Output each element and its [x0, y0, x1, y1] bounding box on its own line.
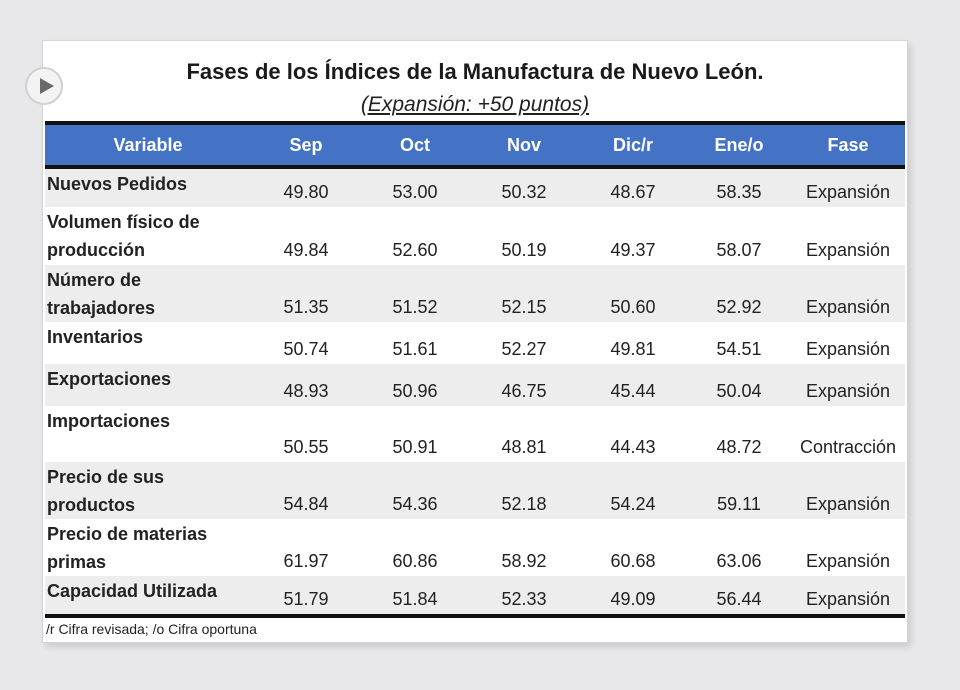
value-cell: 58.92 — [501, 551, 547, 571]
value-cell: 58.35 — [716, 182, 762, 202]
fase-cell: Contracción — [799, 437, 897, 457]
table-card: Fases de los Índices de la Manufactura d… — [42, 40, 908, 643]
footnote: /r Cifra revisada; /o Cifra oportuna — [46, 621, 257, 637]
value-cell: 50.04 — [716, 381, 762, 401]
value-cell: 51.79 — [283, 589, 329, 609]
fase-cell: Expansión — [805, 182, 891, 202]
value-cell: 59.11 — [717, 494, 761, 514]
value-cell: 52.27 — [501, 339, 547, 359]
value-cell: 44.43 — [610, 437, 656, 457]
value-cell: 50.74 — [283, 339, 329, 359]
value-cell: 49.80 — [283, 182, 329, 202]
value-cell: 50.91 — [392, 437, 438, 457]
header-row: Variable Sep Oct Nov Dic/r Ene/o Fase — [45, 123, 905, 167]
table-row: Nuevos Pedidos 49.80 53.00 50.32 48.67 58.35 E… — [45, 167, 905, 207]
variable-cell: Número de trabajadores — [47, 270, 156, 318]
header-sep: Sep — [289, 134, 323, 155]
variable-cell: Precio de sus productos — [47, 467, 165, 515]
value-cell: 51.84 — [392, 589, 438, 609]
variable-cell: Exportaciones — [47, 369, 172, 389]
variable-cell: Importaciones — [47, 411, 171, 431]
header-variable: Variable — [113, 134, 183, 155]
value-cell: 52.33 — [501, 589, 547, 609]
play-button[interactable] — [25, 67, 63, 105]
fase-cell: Expansión — [805, 551, 891, 571]
data-table: Variable Sep Oct Nov Dic/r Ene/o Fase Nu… — [45, 121, 905, 618]
table-row: Precio de materias primas 61.97 60.86 58.92… — [45, 519, 905, 576]
value-cell: 52.18 — [501, 494, 547, 514]
value-cell: 49.37 — [610, 240, 656, 260]
fase-cell: Expansión — [805, 494, 891, 514]
fase-cell: Expansión — [805, 297, 891, 317]
page-title: Fases de los Índices de la Manufactura d… — [186, 59, 764, 84]
table-row: Capacidad Utilizada 51.79 51.84 52.33 49.09 5… — [45, 576, 905, 616]
value-cell: 52.92 — [716, 297, 762, 317]
value-cell: 50.19 — [501, 240, 547, 260]
value-cell: 58.07 — [716, 240, 762, 260]
fase-cell: Expansión — [805, 589, 891, 609]
header-fase: Fase — [827, 134, 869, 155]
value-cell: 63.06 — [716, 551, 762, 571]
header-oct: Oct — [399, 134, 430, 155]
header-ene: Ene/o — [714, 134, 764, 155]
variable-cell: Capacidad Utilizada — [47, 581, 218, 601]
value-cell: 54.51 — [716, 339, 762, 359]
value-cell: 50.55 — [283, 437, 329, 457]
value-cell: 50.60 — [610, 297, 656, 317]
value-cell: 48.72 — [716, 437, 762, 457]
table-row: Exportaciones 48.93 50.96 46.75 45.44 50.04 Ex… — [45, 364, 905, 406]
value-cell: 61.97 — [283, 551, 329, 571]
value-cell: 46.75 — [501, 381, 547, 401]
variable-cell: Precio de materias primas — [47, 524, 208, 572]
header-nov: Nov — [506, 134, 541, 155]
value-cell: 51.35 — [283, 297, 329, 317]
value-cell: 60.68 — [610, 551, 656, 571]
fase-cell: Expansión — [805, 240, 891, 260]
table-row: Importaciones 50.55 50.91 48.81 44.43 48.72 Co… — [45, 406, 905, 462]
value-cell: 56.44 — [716, 589, 762, 609]
table-row: Número de trabajadores 51.35 51.52 52.15 50.… — [45, 265, 905, 322]
value-cell: 50.96 — [392, 381, 438, 401]
value-cell: 54.24 — [610, 494, 656, 514]
value-cell: 51.52 — [392, 297, 438, 317]
subtitle-text: (Expansión: +50 puntos) — [360, 93, 590, 116]
value-cell: 49.84 — [283, 240, 329, 260]
value-cell: 48.93 — [283, 381, 329, 401]
value-cell: 60.86 — [392, 551, 438, 571]
header-dic: Dic/r — [612, 134, 654, 155]
value-cell: 52.15 — [501, 297, 547, 317]
value-cell: 49.81 — [610, 339, 656, 359]
fase-cell: Expansión — [805, 381, 891, 401]
value-cell: 48.81 — [501, 437, 547, 457]
subtitle: (Expansión: +50 puntos) — [43, 93, 907, 117]
value-cell: 54.84 — [283, 494, 329, 514]
variable-cell: Nuevos Pedidos — [47, 174, 188, 194]
table-row: Precio de sus productos 54.84 54.36 52.18 54… — [45, 462, 905, 519]
variable-cell: Volumen físico de producción — [47, 212, 200, 260]
table-row: Inventarios 50.74 51.61 52.27 49.81 54.51 Expa… — [45, 322, 905, 364]
value-cell: 48.67 — [610, 182, 656, 202]
value-cell: 49.09 — [610, 589, 656, 609]
value-cell: 51.61 — [392, 339, 438, 359]
fase-cell: Expansión — [805, 339, 891, 359]
value-cell: 50.32 — [501, 182, 547, 202]
value-cell: 52.60 — [392, 240, 438, 260]
variable-cell: Inventarios — [47, 327, 144, 347]
value-cell: 45.44 — [610, 381, 656, 401]
table-row: Volumen físico de producción 49.84 52.60 50… — [45, 207, 905, 265]
value-cell: 54.36 — [392, 494, 438, 514]
value-cell: 53.00 — [392, 182, 438, 202]
